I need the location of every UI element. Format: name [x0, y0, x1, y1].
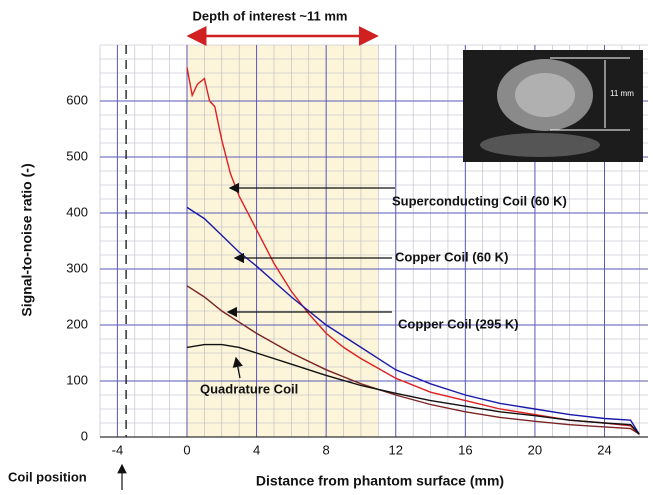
x-tick-label: 24 [597, 442, 611, 457]
x-tick-label: 12 [389, 442, 403, 457]
legend-arrow [232, 356, 243, 379]
y-tick-label: 200 [66, 316, 88, 331]
y-tick-label: 0 [81, 428, 88, 443]
legend-label: Superconducting Coil (60 K) [392, 193, 567, 208]
y-axis-label: Signal-to-noise ratio (-) [19, 163, 35, 316]
x-axis-label: Distance from phantom surface (mm) [256, 473, 504, 489]
series-line [186, 285, 640, 435]
x-tick-label: -4 [112, 442, 124, 457]
inset-brain-core [515, 73, 575, 117]
y-tick-label: 100 [66, 372, 88, 387]
legend-label: Quadrature Coil [200, 381, 298, 396]
x-tick-label: 0 [183, 442, 190, 457]
y-tick-label: 500 [66, 148, 88, 163]
inset-tissue [480, 133, 600, 157]
chart-title: Depth of interest ~11 mm [193, 8, 348, 23]
coil-position-label: Coil position [8, 469, 87, 484]
x-tick-label: 16 [458, 442, 472, 457]
series-line [186, 206, 640, 435]
legend-label: Copper Coil (295 K) [398, 316, 519, 331]
plot-area [99, 44, 648, 438]
series-line [186, 67, 640, 435]
y-tick-label: 300 [66, 260, 88, 275]
x-tick-label: 8 [323, 442, 330, 457]
x-tick-label: 4 [253, 442, 260, 457]
x-tick-label: 20 [528, 442, 542, 457]
series-line [186, 343, 640, 435]
y-tick-label: 600 [66, 92, 88, 107]
inset-label: 11 mm [610, 89, 634, 98]
y-tick-label: 400 [66, 204, 88, 219]
legend-label: Copper Coil (60 K) [395, 249, 508, 264]
